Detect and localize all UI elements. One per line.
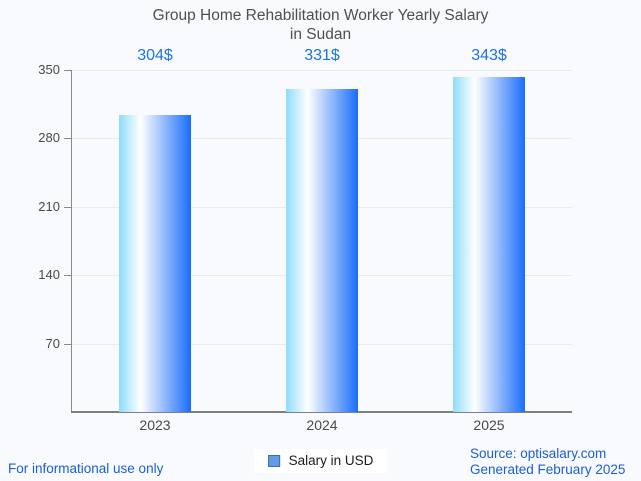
bar-2025	[453, 77, 525, 412]
legend: Salary in USD	[253, 449, 388, 473]
x-tick-label-2024: 2024	[306, 417, 338, 433]
y-tick-label-140: 140	[38, 267, 60, 282]
y-tick-label-280: 280	[38, 130, 60, 145]
value-label-2024: 331$	[304, 47, 340, 64]
y-tick-label-70: 70	[45, 336, 60, 351]
generated-text: Generated February 2025	[470, 461, 626, 477]
x-tick-label-2023: 2023	[139, 417, 171, 433]
chart-title: Group Home Rehabilitation Worker Yearly …	[0, 6, 641, 44]
legend-label: Salary in USD	[288, 453, 374, 468]
chart-title-line1: Group Home Rehabilitation Worker Yearly …	[152, 7, 489, 24]
chart-title-line2: in Sudan	[289, 26, 352, 43]
bar-2024	[286, 89, 358, 412]
y-tick-350	[64, 70, 72, 71]
source-block: Source: optisalary.com Generated Februar…	[470, 446, 625, 477]
y-tick-210	[64, 207, 72, 208]
x-tick-label-2025: 2025	[473, 417, 505, 433]
disclaimer-text: For informational use only	[8, 461, 164, 476]
y-tick-280	[64, 138, 72, 139]
y-tick-label-210: 210	[38, 199, 60, 214]
x-axis-line	[71, 411, 572, 413]
y-tick-70	[64, 344, 72, 345]
bar-2023	[119, 115, 191, 412]
y-tick-label-350: 350	[38, 62, 60, 77]
y-axis-line	[71, 70, 72, 412]
value-label-2023: 304$	[137, 47, 173, 64]
plot-area: 70 140 210 280 350 304$ 2023 331$ 2024 343$ 2025	[38, 47, 572, 433]
legend-marker-icon	[267, 455, 280, 467]
gridline-350	[72, 70, 572, 71]
source-text: Source: optisalary.com	[470, 446, 607, 461]
y-tick-140	[64, 275, 72, 276]
value-label-2025: 343$	[471, 47, 507, 64]
